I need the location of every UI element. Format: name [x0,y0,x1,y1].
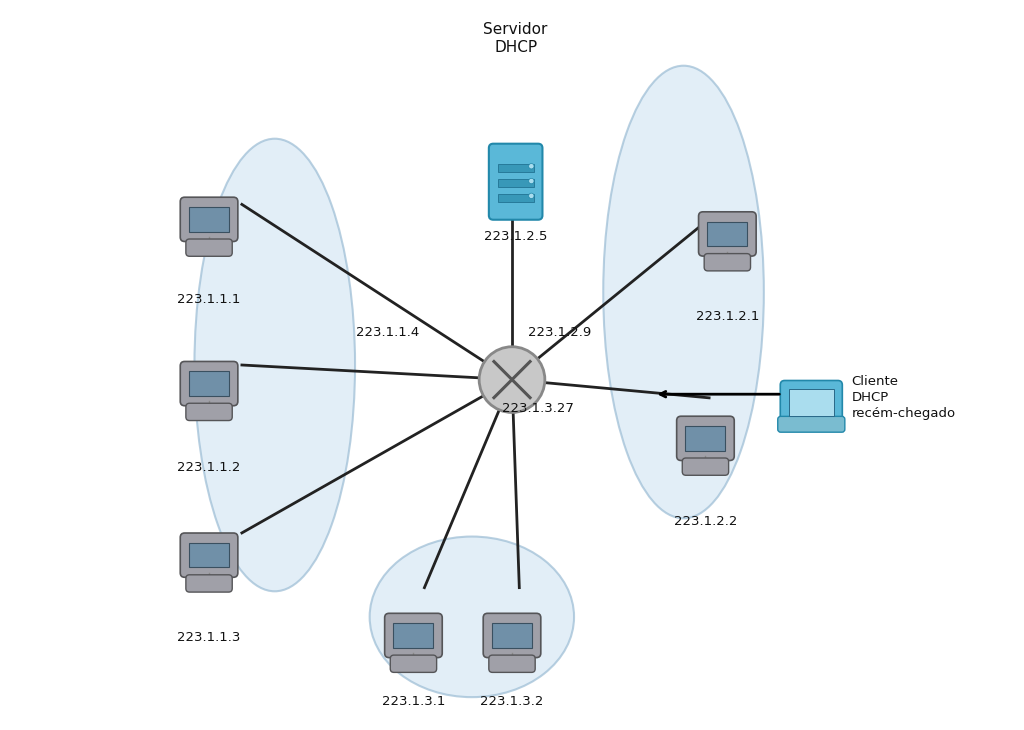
Text: 223.1.2.9: 223.1.2.9 [527,326,591,339]
FancyBboxPatch shape [385,613,442,658]
FancyBboxPatch shape [488,655,536,672]
FancyBboxPatch shape [488,144,543,220]
FancyBboxPatch shape [780,380,843,425]
Bar [189,207,229,231]
Circle shape [528,164,535,169]
FancyBboxPatch shape [682,458,729,475]
Text: 223.1.2.5: 223.1.2.5 [484,230,548,243]
FancyBboxPatch shape [186,575,232,592]
Bar [189,372,229,396]
Ellipse shape [195,139,355,591]
Bar [685,426,725,450]
Text: 223.1.1.3: 223.1.1.3 [177,631,241,645]
FancyBboxPatch shape [180,197,238,242]
FancyBboxPatch shape [705,253,751,271]
Text: 223.1.1.2: 223.1.1.2 [177,461,241,474]
Text: 223.1.2.2: 223.1.2.2 [674,515,737,528]
Bar [393,623,433,648]
Text: Cliente
DHCP
recém-chegado: Cliente DHCP recém-chegado [851,375,955,420]
FancyBboxPatch shape [483,613,541,658]
Text: 223.1.3.27: 223.1.3.27 [502,402,573,415]
Circle shape [479,347,545,412]
Text: 223.1.2.1: 223.1.2.1 [695,310,759,323]
Text: 223.1.1.4: 223.1.1.4 [356,326,420,339]
FancyBboxPatch shape [698,212,756,256]
Bar [492,623,532,648]
FancyBboxPatch shape [186,239,232,256]
Ellipse shape [603,66,764,518]
Ellipse shape [370,537,574,697]
FancyBboxPatch shape [186,403,232,420]
FancyBboxPatch shape [390,655,436,672]
Bar [189,543,229,567]
Bar [498,179,534,187]
Text: 223.1.1.1: 223.1.1.1 [177,293,241,307]
Circle shape [528,178,535,184]
FancyBboxPatch shape [180,361,238,406]
Text: 223.1.3.1: 223.1.3.1 [382,695,445,708]
Bar [498,164,534,172]
FancyBboxPatch shape [778,416,845,432]
Bar [498,194,534,202]
FancyBboxPatch shape [180,533,238,577]
Circle shape [528,193,535,199]
Text: 223.1.3.2: 223.1.3.2 [480,695,544,708]
Bar [708,222,748,246]
Text: Servidor
DHCP: Servidor DHCP [483,22,548,55]
Bar [788,389,834,416]
FancyBboxPatch shape [677,416,734,461]
